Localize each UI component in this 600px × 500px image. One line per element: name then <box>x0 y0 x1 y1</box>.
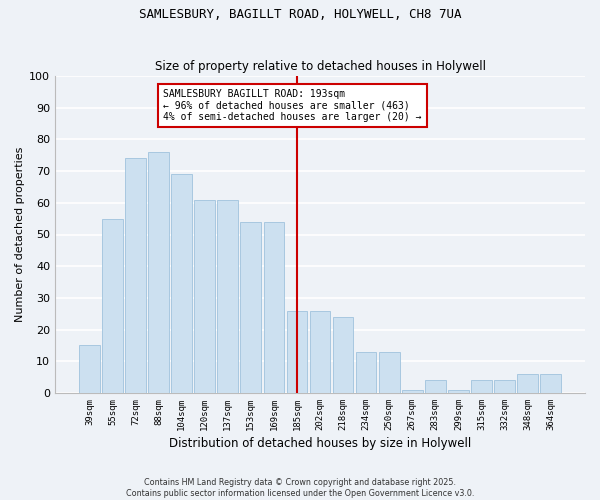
Bar <box>540 374 561 393</box>
Bar <box>172 174 192 393</box>
Bar <box>310 310 331 393</box>
Bar <box>471 380 492 393</box>
Y-axis label: Number of detached properties: Number of detached properties <box>15 147 25 322</box>
Bar <box>356 352 376 393</box>
Bar <box>402 390 422 393</box>
Bar <box>79 346 100 393</box>
Bar <box>379 352 400 393</box>
Text: SAMLESBURY BAGILLT ROAD: 193sqm
← 96% of detached houses are smaller (463)
4% of: SAMLESBURY BAGILLT ROAD: 193sqm ← 96% of… <box>163 88 422 122</box>
Bar <box>125 158 146 393</box>
Bar <box>217 200 238 393</box>
X-axis label: Distribution of detached houses by size in Holywell: Distribution of detached houses by size … <box>169 437 471 450</box>
Text: Contains HM Land Registry data © Crown copyright and database right 2025.
Contai: Contains HM Land Registry data © Crown c… <box>126 478 474 498</box>
Bar <box>332 317 353 393</box>
Bar <box>494 380 515 393</box>
Bar <box>287 310 307 393</box>
Bar <box>194 200 215 393</box>
Bar <box>241 222 261 393</box>
Title: Size of property relative to detached houses in Holywell: Size of property relative to detached ho… <box>155 60 485 74</box>
Bar <box>148 152 169 393</box>
Bar <box>263 222 284 393</box>
Bar <box>102 218 123 393</box>
Bar <box>517 374 538 393</box>
Text: SAMLESBURY, BAGILLT ROAD, HOLYWELL, CH8 7UA: SAMLESBURY, BAGILLT ROAD, HOLYWELL, CH8 … <box>139 8 461 20</box>
Bar <box>448 390 469 393</box>
Bar <box>425 380 446 393</box>
